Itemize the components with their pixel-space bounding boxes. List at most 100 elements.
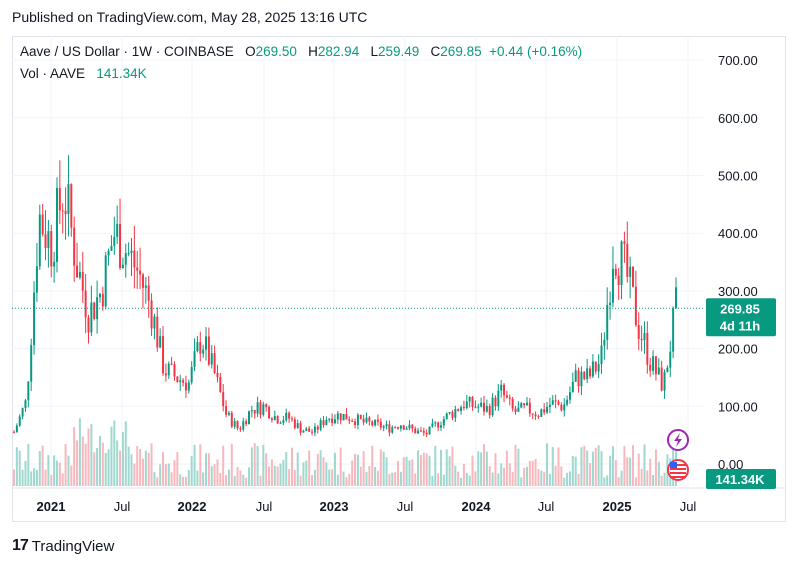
candle-body: [454, 409, 457, 418]
us-flag-event-icon[interactable]: [667, 459, 689, 481]
candle-body: [557, 401, 560, 405]
price-tag-countdown: 4d 11h: [720, 318, 761, 333]
volume-bar: [603, 477, 606, 486]
volume-bar: [190, 456, 193, 486]
candle-body: [127, 252, 130, 254]
volume-bar: [265, 453, 268, 486]
volume-bar: [371, 445, 374, 486]
legend-close-value: 269.85: [440, 44, 482, 59]
candle-body: [606, 305, 609, 340]
volume-bar: [113, 420, 116, 486]
candlestick-chart[interactable]: 700.00 600.00 500.00 400.00 300.00 200.00 100.…: [12, 36, 786, 522]
x-tick-label: 2021: [37, 499, 66, 514]
price-tag-value: 269.85: [720, 301, 760, 316]
candle-body: [445, 413, 448, 419]
volume-bar: [50, 474, 53, 486]
candle-body: [38, 214, 41, 267]
candle-body: [497, 390, 500, 407]
candle-body: [646, 332, 649, 365]
volume-bar: [302, 462, 305, 486]
volume-bar: [21, 469, 24, 486]
volume-bar: [299, 475, 302, 486]
volume-bar: [517, 448, 520, 486]
candle-body: [190, 366, 193, 383]
volume-bar: [282, 459, 285, 486]
volume-bar: [408, 460, 411, 486]
candle-body: [548, 404, 551, 407]
candle-body: [331, 418, 334, 424]
volume-bar: [394, 472, 397, 486]
volume-bar: [207, 453, 210, 486]
candle-body: [411, 424, 414, 429]
candle-body: [405, 428, 408, 430]
candle-body: [167, 363, 170, 376]
volume-bar: [568, 471, 571, 486]
candle-body: [230, 412, 233, 427]
volume-bar: [488, 466, 491, 486]
candle-body: [339, 413, 342, 421]
volume-bar: [239, 470, 242, 486]
volume-bar: [422, 452, 425, 486]
volume-bar: [262, 444, 265, 486]
volume-bar: [316, 453, 319, 486]
volume-bar: [182, 476, 185, 486]
legend-volume-value: 141.34K: [96, 66, 147, 81]
volume-bar: [649, 458, 652, 486]
flag-icon-canton: [670, 462, 677, 468]
candle-body: [164, 373, 167, 376]
volume-bar: [259, 475, 262, 486]
candle-body: [583, 371, 586, 380]
volume-bar: [614, 460, 617, 486]
volume-bar: [462, 463, 465, 486]
lightning-event-icon[interactable]: [667, 429, 689, 451]
volume-bar: [551, 447, 554, 486]
x-tick-label: 2024: [462, 499, 492, 514]
volume-bar: [276, 466, 279, 486]
candle-body: [18, 416, 21, 426]
volume-bar: [600, 451, 603, 486]
y-tick-label: 500.00: [718, 169, 758, 184]
candle-body: [669, 351, 672, 368]
volume-bar: [67, 455, 70, 486]
volume-bar: [646, 470, 649, 486]
tradingview-logo[interactable]: 17 TradingView: [12, 537, 114, 555]
volume-bar: [268, 466, 271, 486]
candle-body: [299, 423, 302, 433]
volume-bar: [225, 474, 228, 486]
volume-bar: [537, 469, 540, 486]
candle-body: [104, 255, 107, 307]
candle-body: [543, 409, 546, 413]
candle-body: [457, 409, 460, 411]
candle-body: [139, 270, 142, 275]
volume-bar: [359, 466, 362, 486]
volume-bar: [110, 426, 113, 486]
volume-bar: [528, 460, 531, 486]
legend-high-label: H: [308, 44, 318, 59]
volume-bar: [586, 450, 589, 486]
volume-bar: [480, 452, 483, 486]
candle-body: [55, 188, 58, 262]
legend-high-value: 282.94: [317, 44, 360, 59]
candle-body: [21, 408, 24, 417]
volume-bar: [620, 470, 623, 486]
volume-bar: [482, 444, 485, 486]
candle-body: [376, 419, 379, 422]
legend-volume-label: Vol · AAVE: [20, 66, 86, 81]
volume-bar: [130, 454, 133, 486]
candle-body: [136, 267, 139, 271]
volume-bar: [202, 472, 205, 486]
volume-bar: [546, 443, 549, 486]
volume-bar: [374, 466, 377, 486]
volume-bar: [442, 474, 445, 486]
candle-body: [503, 384, 506, 396]
candle-body: [514, 408, 517, 412]
volume-bar: [96, 447, 99, 486]
candle-body: [571, 381, 574, 393]
candle-body: [594, 361, 597, 372]
volume-bar: [626, 457, 629, 486]
volume-bar: [70, 465, 73, 486]
volume-bar: [35, 469, 38, 486]
volume-bar: [523, 467, 526, 486]
candle-body: [525, 402, 528, 406]
candle-body: [319, 420, 322, 430]
